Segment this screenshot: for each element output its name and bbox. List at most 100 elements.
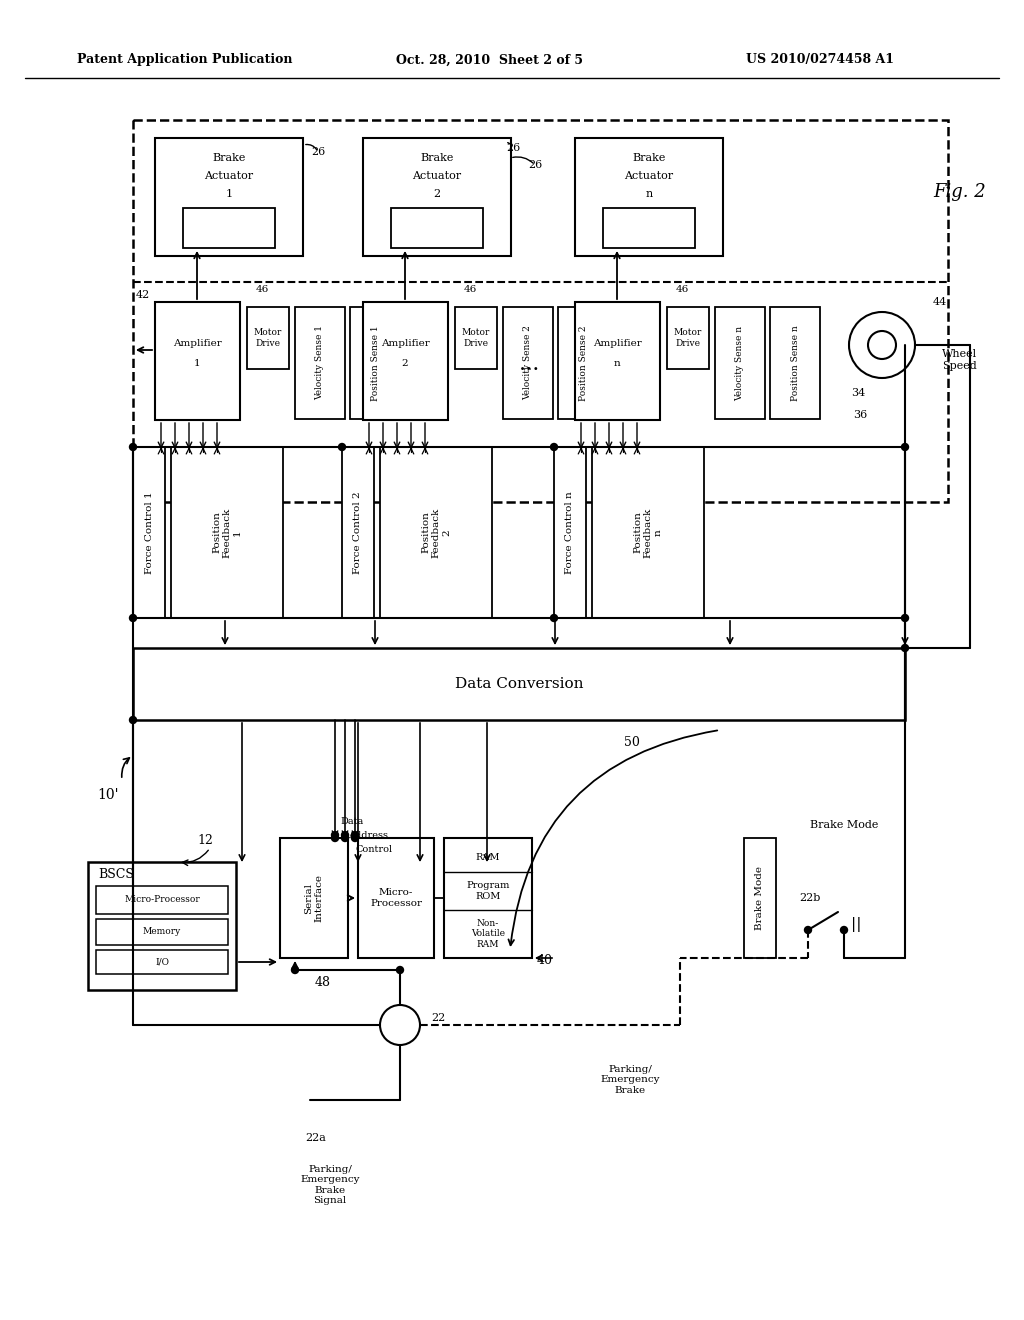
Text: 44: 44	[933, 297, 947, 308]
FancyBboxPatch shape	[503, 308, 553, 418]
Text: Data Conversion: Data Conversion	[455, 677, 584, 690]
Text: 46: 46	[255, 285, 268, 294]
Text: Micro-
Processor: Micro- Processor	[370, 888, 422, 908]
Text: Brake: Brake	[212, 153, 246, 162]
Circle shape	[551, 444, 557, 450]
Text: 34: 34	[851, 388, 865, 399]
Circle shape	[351, 832, 358, 838]
Circle shape	[849, 312, 915, 378]
Text: Brake Mode: Brake Mode	[756, 866, 765, 931]
Text: I/O: I/O	[155, 957, 169, 966]
Text: Position
Feedback
n: Position Feedback n	[633, 507, 663, 557]
Text: RAM: RAM	[476, 854, 501, 862]
FancyBboxPatch shape	[155, 139, 303, 256]
Text: Program
ROM: Program ROM	[466, 882, 510, 900]
Circle shape	[339, 444, 345, 450]
Text: Position Sense 1: Position Sense 1	[371, 325, 380, 401]
Text: Motor
Drive: Motor Drive	[462, 329, 490, 347]
Text: Motor
Drive: Motor Drive	[254, 329, 283, 347]
Text: Control: Control	[355, 846, 392, 854]
Text: n: n	[645, 189, 652, 199]
Text: Velocity Sense n: Velocity Sense n	[735, 326, 744, 400]
FancyBboxPatch shape	[558, 308, 608, 418]
Text: 26: 26	[528, 160, 542, 170]
FancyBboxPatch shape	[350, 308, 400, 418]
Text: Serial
Interface: Serial Interface	[304, 874, 324, 921]
Text: Motor
Drive: Motor Drive	[674, 329, 702, 347]
Circle shape	[351, 834, 358, 842]
Circle shape	[332, 832, 339, 838]
FancyBboxPatch shape	[96, 886, 228, 913]
Text: Fig. 2: Fig. 2	[934, 183, 986, 201]
Text: 36: 36	[853, 411, 867, 420]
FancyBboxPatch shape	[155, 302, 240, 420]
Circle shape	[901, 644, 908, 652]
FancyBboxPatch shape	[554, 447, 586, 618]
FancyBboxPatch shape	[744, 838, 776, 958]
Text: Memory: Memory	[143, 928, 181, 936]
FancyBboxPatch shape	[575, 302, 660, 420]
Circle shape	[901, 615, 908, 622]
Text: Force Control 2: Force Control 2	[353, 491, 362, 574]
Circle shape	[129, 615, 136, 622]
Text: 42: 42	[136, 290, 151, 300]
Text: Parking/
Emergency
Brake
Signal: Parking/ Emergency Brake Signal	[300, 1166, 359, 1205]
FancyBboxPatch shape	[362, 139, 511, 256]
FancyBboxPatch shape	[133, 447, 165, 618]
FancyBboxPatch shape	[183, 209, 275, 248]
Text: US 2010/0274458 A1: US 2010/0274458 A1	[746, 54, 894, 66]
Text: Non-
Volatile
RAM: Non- Volatile RAM	[471, 919, 505, 949]
Text: Force Control n: Force Control n	[565, 491, 574, 574]
Circle shape	[841, 927, 848, 933]
Text: Actuator: Actuator	[413, 172, 462, 181]
Text: Patent Application Publication: Patent Application Publication	[77, 54, 293, 66]
Text: 40: 40	[537, 953, 553, 966]
FancyBboxPatch shape	[592, 447, 705, 618]
Circle shape	[341, 832, 348, 838]
Circle shape	[805, 927, 811, 933]
FancyBboxPatch shape	[295, 308, 345, 418]
FancyBboxPatch shape	[96, 950, 228, 974]
FancyBboxPatch shape	[171, 447, 283, 618]
FancyBboxPatch shape	[455, 308, 497, 370]
Text: 2: 2	[401, 359, 409, 367]
Text: Force Control 1: Force Control 1	[144, 491, 154, 574]
Circle shape	[292, 966, 299, 974]
Text: Position
Feedback
1: Position Feedback 1	[212, 507, 242, 557]
Text: Parking/
Emergency
Brake: Parking/ Emergency Brake	[600, 1065, 659, 1094]
Text: 26: 26	[506, 143, 520, 153]
Text: 50: 50	[624, 735, 640, 748]
Text: Oct. 28, 2010  Sheet 2 of 5: Oct. 28, 2010 Sheet 2 of 5	[396, 54, 584, 66]
FancyBboxPatch shape	[770, 308, 820, 418]
Text: Position Sense n: Position Sense n	[791, 325, 800, 401]
Text: 1: 1	[194, 359, 201, 367]
Text: Address: Address	[348, 832, 388, 841]
Text: 10': 10'	[97, 788, 119, 803]
FancyBboxPatch shape	[280, 838, 348, 958]
Text: 26: 26	[311, 147, 326, 157]
Text: 2: 2	[433, 189, 440, 199]
Text: 22b: 22b	[800, 894, 820, 903]
Text: 48: 48	[315, 975, 331, 989]
FancyBboxPatch shape	[380, 447, 492, 618]
Circle shape	[129, 717, 136, 723]
Text: Brake: Brake	[632, 153, 666, 162]
Text: 22: 22	[431, 1012, 445, 1023]
Text: 46: 46	[464, 285, 476, 294]
Text: Brake Mode: Brake Mode	[810, 820, 879, 830]
Text: Velocity Sense 2: Velocity Sense 2	[523, 326, 532, 400]
Circle shape	[868, 331, 896, 359]
Text: ...: ...	[519, 352, 541, 375]
Text: Data: Data	[340, 817, 364, 826]
FancyBboxPatch shape	[603, 209, 695, 248]
Text: Amplifier: Amplifier	[593, 339, 641, 348]
Text: 22a: 22a	[305, 1133, 327, 1143]
FancyBboxPatch shape	[96, 919, 228, 945]
FancyBboxPatch shape	[391, 209, 483, 248]
Text: Velocity Sense 1: Velocity Sense 1	[315, 326, 325, 400]
Text: Position
Feedback
2: Position Feedback 2	[421, 507, 451, 557]
Circle shape	[380, 1005, 420, 1045]
FancyBboxPatch shape	[362, 302, 449, 420]
FancyBboxPatch shape	[358, 838, 434, 958]
Text: Micro-Processor: Micro-Processor	[124, 895, 200, 904]
